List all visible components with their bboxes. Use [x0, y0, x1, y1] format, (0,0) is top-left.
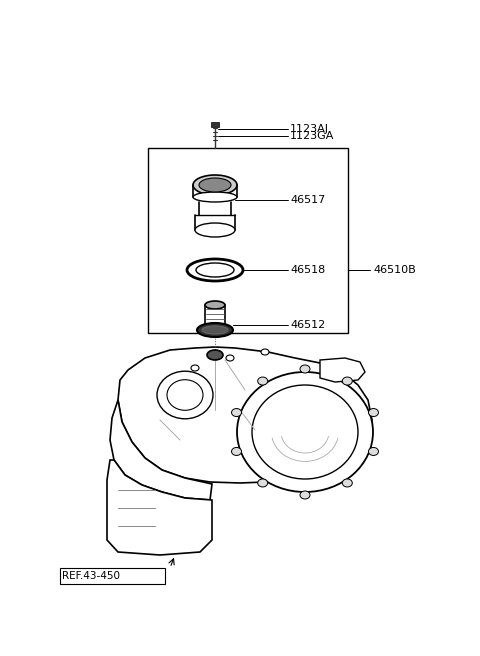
Ellipse shape — [197, 323, 233, 337]
Ellipse shape — [258, 377, 268, 385]
Ellipse shape — [193, 175, 237, 195]
Ellipse shape — [237, 372, 373, 492]
Text: 1123AJ: 1123AJ — [290, 124, 329, 134]
Polygon shape — [110, 400, 212, 500]
Ellipse shape — [300, 491, 310, 499]
Ellipse shape — [157, 371, 213, 419]
Polygon shape — [320, 358, 365, 382]
Polygon shape — [118, 347, 372, 483]
Ellipse shape — [195, 223, 235, 237]
Ellipse shape — [226, 355, 234, 361]
Ellipse shape — [231, 447, 241, 455]
Bar — [211, 122, 219, 127]
Ellipse shape — [231, 409, 241, 417]
Ellipse shape — [193, 192, 237, 202]
Ellipse shape — [252, 385, 358, 479]
Text: 46518: 46518 — [290, 265, 325, 275]
Ellipse shape — [342, 377, 352, 385]
Ellipse shape — [205, 301, 225, 309]
Ellipse shape — [187, 259, 243, 281]
Ellipse shape — [342, 479, 352, 487]
Bar — [148, 148, 348, 333]
Ellipse shape — [199, 178, 231, 192]
Ellipse shape — [196, 263, 234, 277]
Text: 1123GA: 1123GA — [290, 131, 335, 141]
Ellipse shape — [167, 380, 203, 410]
Text: 46512: 46512 — [290, 320, 325, 330]
Ellipse shape — [202, 326, 228, 334]
Ellipse shape — [207, 350, 223, 360]
Ellipse shape — [191, 365, 199, 371]
Text: 46510B: 46510B — [373, 265, 416, 275]
Ellipse shape — [300, 365, 310, 373]
Ellipse shape — [258, 479, 268, 487]
Polygon shape — [107, 460, 212, 555]
Bar — [60, 568, 165, 584]
Text: 46517: 46517 — [290, 195, 325, 205]
Ellipse shape — [369, 447, 378, 455]
Text: REF.43-450: REF.43-450 — [62, 571, 120, 581]
Ellipse shape — [261, 349, 269, 355]
Ellipse shape — [369, 409, 378, 417]
